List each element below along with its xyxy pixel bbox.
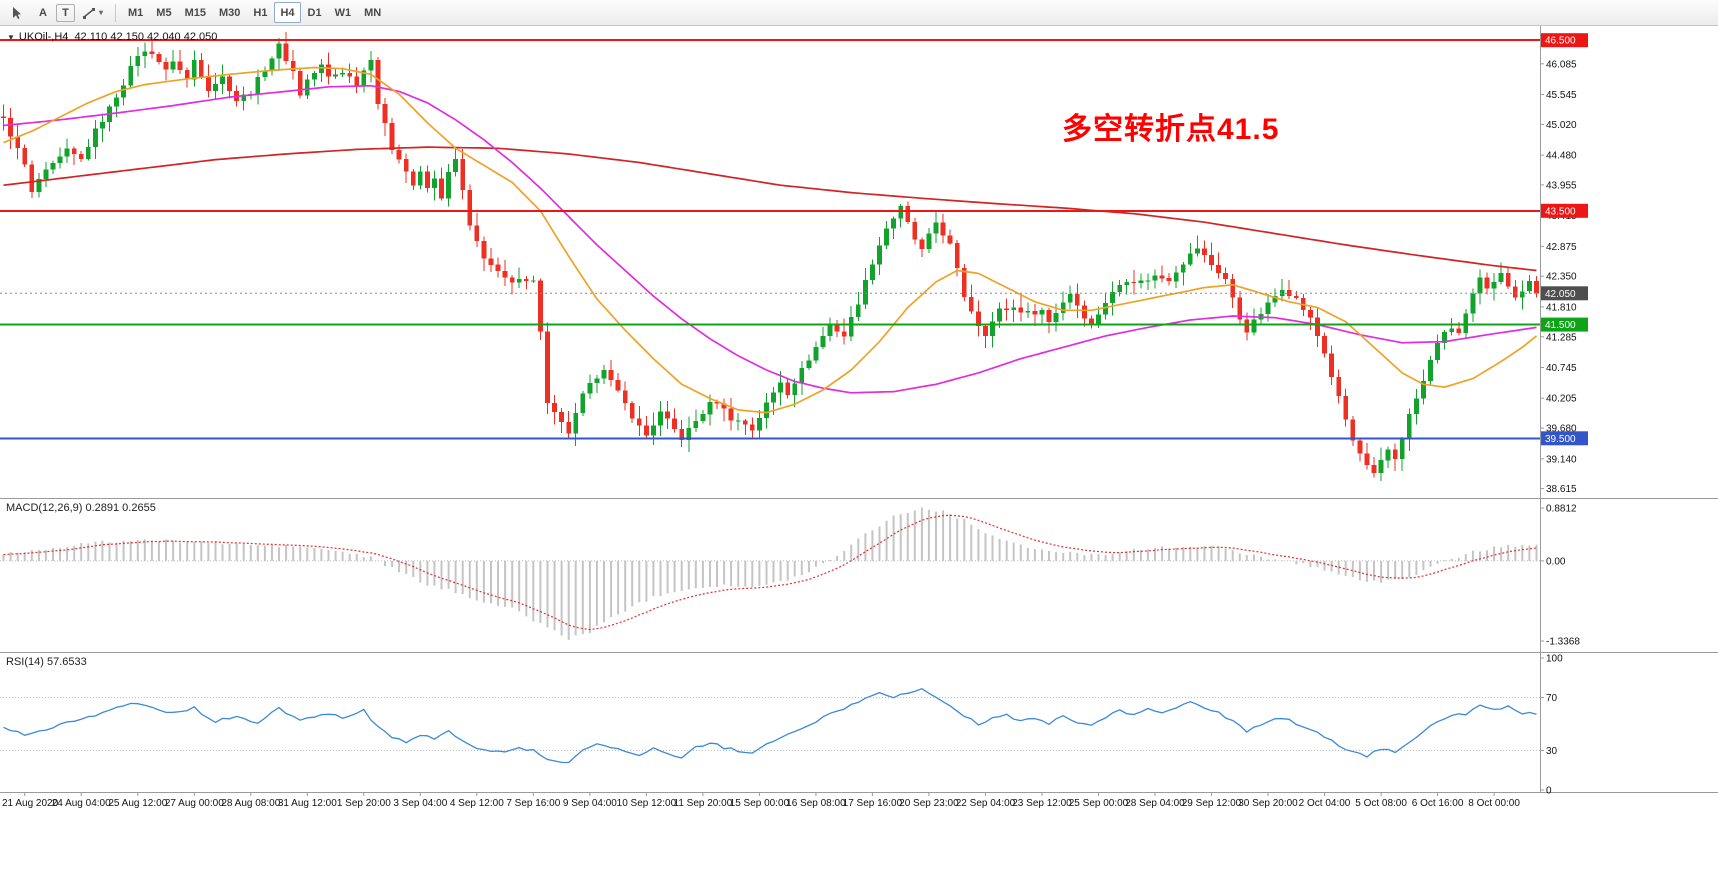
svg-text:43.955: 43.955 <box>1546 180 1577 191</box>
candles-layer <box>1 32 1539 481</box>
dropdown-caret-icon: ▾ <box>99 8 104 17</box>
trendline-tool-button[interactable]: ▾ <box>76 2 109 23</box>
trendline-icon <box>83 7 95 19</box>
svg-text:30 Sep 20:00: 30 Sep 20:00 <box>1238 798 1298 809</box>
price-label-46.500: 46.500 <box>1541 33 1588 48</box>
svg-text:0.00: 0.00 <box>1546 556 1566 567</box>
svg-text:25 Sep 00:00: 25 Sep 00:00 <box>1069 798 1129 809</box>
svg-text:46.085: 46.085 <box>1546 59 1577 70</box>
text-tool-button[interactable]: T <box>56 3 75 22</box>
rsi-pane: 100 70 30 0 <box>0 654 1563 797</box>
svg-text:41.500: 41.500 <box>1545 320 1576 331</box>
svg-text:31 Aug 12:00: 31 Aug 12:00 <box>278 798 337 809</box>
svg-text:100: 100 <box>1546 654 1563 665</box>
svg-text:39.500: 39.500 <box>1545 434 1576 445</box>
pointer-icon <box>13 6 21 19</box>
timeframe-button-m15[interactable]: M15 <box>179 2 212 23</box>
svg-text:10 Sep 12:00: 10 Sep 12:00 <box>617 798 677 809</box>
svg-text:15 Sep 00:00: 15 Sep 00:00 <box>730 798 790 809</box>
svg-text:41.810: 41.810 <box>1546 302 1577 313</box>
price-label-41.500: 41.500 <box>1541 317 1588 332</box>
svg-text:5 Oct 08:00: 5 Oct 08:00 <box>1355 798 1407 809</box>
svg-text:28 Sep 04:00: 28 Sep 04:00 <box>1125 798 1185 809</box>
svg-text:29 Sep 12:00: 29 Sep 12:00 <box>1182 798 1242 809</box>
ma-slow-red <box>3 146 1537 272</box>
svg-text:17 Sep 16:00: 17 Sep 16:00 <box>843 798 903 809</box>
svg-text:23 Sep 12:00: 23 Sep 12:00 <box>1012 798 1072 809</box>
svg-text:43.500: 43.500 <box>1545 206 1576 217</box>
svg-text:24 Aug 04:00: 24 Aug 04:00 <box>52 798 111 809</box>
ma-mid-magenta <box>3 84 1537 394</box>
svg-text:28 Aug 08:00: 28 Aug 08:00 <box>221 798 280 809</box>
timeframe-button-d1[interactable]: D1 <box>302 2 328 23</box>
macd-signal-line <box>3 514 1537 631</box>
current-price-label: 42.050 <box>1541 286 1588 301</box>
svg-text:8 Oct 00:00: 8 Oct 00:00 <box>1468 798 1520 809</box>
svg-text:38.615: 38.615 <box>1546 484 1577 495</box>
svg-text:42.350: 42.350 <box>1546 272 1577 283</box>
svg-text:2 Oct 04:00: 2 Oct 04:00 <box>1299 798 1351 809</box>
svg-text:16 Sep 08:00: 16 Sep 08:00 <box>786 798 846 809</box>
svg-text:3 Sep 04:00: 3 Sep 04:00 <box>393 798 447 809</box>
timeframe-buttons: M1 M5 M15 M30 H1 H4 D1 W1 MN <box>122 2 387 23</box>
svg-text:7 Sep 16:00: 7 Sep 16:00 <box>506 798 560 809</box>
timeframe-button-m1[interactable]: M1 <box>122 2 149 23</box>
svg-text:46.500: 46.500 <box>1545 36 1576 47</box>
svg-text:44.480: 44.480 <box>1546 151 1577 162</box>
svg-text:41.285: 41.285 <box>1546 332 1577 343</box>
svg-text:6 Oct 16:00: 6 Oct 16:00 <box>1412 798 1464 809</box>
svg-text:70: 70 <box>1546 693 1558 704</box>
svg-text:45.545: 45.545 <box>1546 90 1577 101</box>
svg-text:25 Aug 12:00: 25 Aug 12:00 <box>108 798 167 809</box>
svg-text:42.875: 42.875 <box>1546 242 1577 253</box>
price-label-39.500: 39.500 <box>1541 431 1588 446</box>
chart-region[interactable]: 46.08545.54545.02044.48043.95543.41542.8… <box>0 26 1718 895</box>
timeframe-button-h1[interactable]: H1 <box>247 2 273 23</box>
chart-canvas[interactable]: 46.08545.54545.02044.48043.95543.41542.8… <box>0 26 1718 895</box>
price-label-43.500: 43.500 <box>1541 203 1588 218</box>
svg-text:4 Sep 12:00: 4 Sep 12:00 <box>450 798 504 809</box>
ma-fast-orange <box>3 66 1538 414</box>
svg-text:9 Sep 04:00: 9 Sep 04:00 <box>563 798 617 809</box>
timeframe-button-mn[interactable]: MN <box>358 2 387 23</box>
svg-text:40.745: 40.745 <box>1546 363 1577 374</box>
timeframe-button-w1[interactable]: W1 <box>329 2 358 23</box>
svg-text:0: 0 <box>1546 786 1552 797</box>
timeframe-button-m30[interactable]: M30 <box>213 2 246 23</box>
price-axis: 46.08545.54545.02044.48043.95543.41542.8… <box>1540 59 1577 495</box>
svg-text:0.8812: 0.8812 <box>1546 504 1577 515</box>
svg-text:20 Sep 23:00: 20 Sep 23:00 <box>899 798 959 809</box>
timeframe-button-h4[interactable]: H4 <box>274 2 301 23</box>
timeframe-button-m5[interactable]: M5 <box>150 2 177 23</box>
svg-text:11 Sep 20:00: 11 Sep 20:00 <box>674 798 733 809</box>
svg-text:45.020: 45.020 <box>1546 120 1577 131</box>
svg-text:-1.3368: -1.3368 <box>1546 637 1580 648</box>
toolbar-separator <box>115 3 117 22</box>
svg-text:27 Aug 00:00: 27 Aug 00:00 <box>165 798 224 809</box>
svg-text:1 Sep 20:00: 1 Sep 20:00 <box>337 798 391 809</box>
svg-text:40.205: 40.205 <box>1546 394 1577 405</box>
chart-toolbar: A T ▾ M1 M5 M15 M30 H1 H4 D1 W1 MN <box>0 0 1718 26</box>
annotate-a-button[interactable]: A <box>31 2 55 23</box>
svg-text:22 Sep 04:00: 22 Sep 04:00 <box>956 798 1016 809</box>
macd-pane: 0.8812 0.00 -1.3368 <box>0 504 1580 648</box>
svg-text:30: 30 <box>1546 746 1558 757</box>
svg-text:39.140: 39.140 <box>1546 454 1577 465</box>
svg-text:21 Aug 2020: 21 Aug 2020 <box>2 798 59 809</box>
svg-text:42.050: 42.050 <box>1545 289 1576 300</box>
pointer-tool-button[interactable] <box>4 2 30 23</box>
rsi-line <box>3 687 1537 764</box>
svg-text:39.680: 39.680 <box>1546 424 1577 435</box>
